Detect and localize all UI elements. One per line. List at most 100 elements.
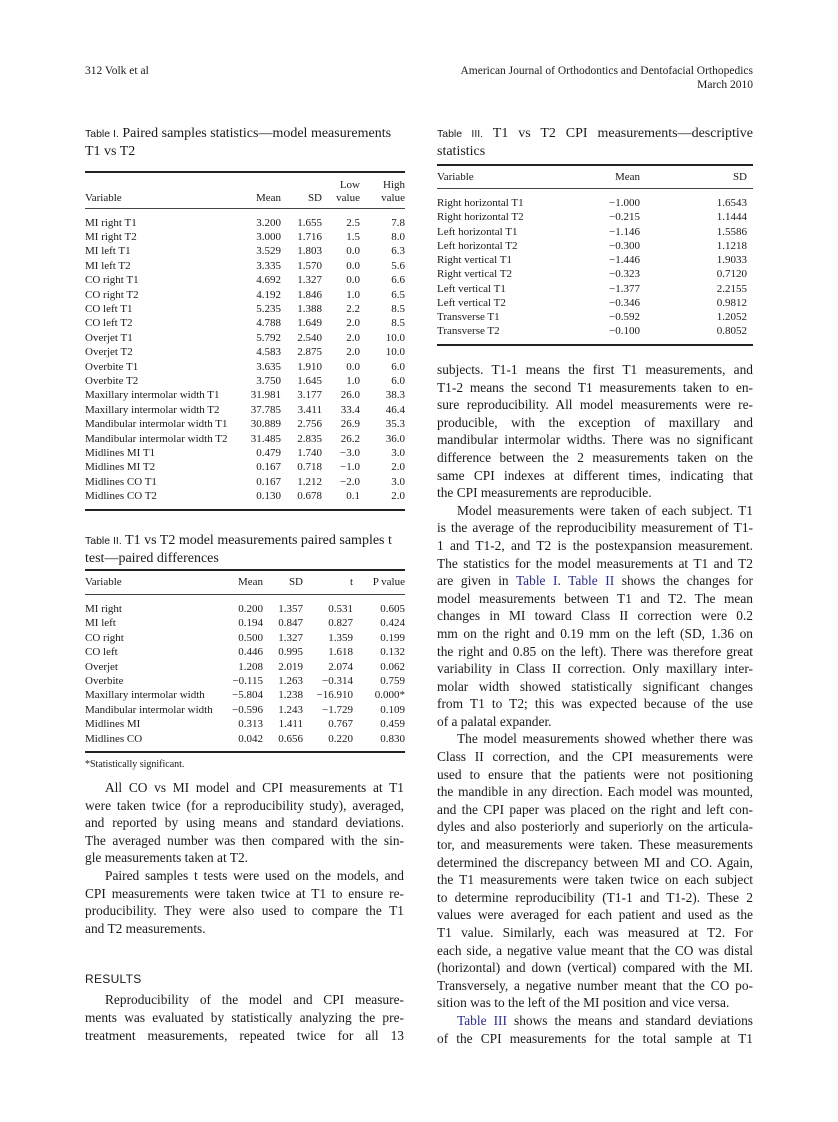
link-table-2[interactable]: Table II [568,573,615,589]
table-1-grid: Variable Mean SD Low value High value MI… [85,171,405,512]
cell-value: 0.830 [380,732,405,745]
cell-value: 46.4 [385,403,405,416]
table-row: CO right 0.500 1.327 1.359 0.199 [85,631,405,645]
cell-value: 6.0 [391,360,405,373]
cell-variable: Maxillary intermolar width T2 [85,403,220,416]
cell-value: 1.910 [297,360,322,373]
table-title: Paired samples statistics—model measurem… [122,126,392,141]
table-row: Midlines MI T2 0.167 0.718 −1.0 2.0 [85,460,405,474]
text-line: difference between the 2 measurements ta… [437,449,753,465]
text-line: mm on the right and 0.19 mm on the left … [437,625,753,641]
cell-value: 2.835 [297,432,322,445]
text-line: T1 value. Similarly, each was measured a… [437,925,753,940]
cell-value: −0.300 [609,239,640,252]
text-line: Class II correction, and the CPI measure… [437,749,753,765]
cell-value: 2.756 [297,418,322,431]
cell-value: 6.3 [391,245,405,258]
table-row: Left vertical T2 −0.346 0.9812 [437,296,753,310]
table-row: Maxillary intermolar width T2 37.785 3.411… [85,403,405,417]
cell-value: −0.100 [609,325,640,338]
cell-value: 0.130 [256,490,281,503]
text-line: same CPI indexes at different times, ind… [437,467,753,483]
cell-value: 2.540 [297,331,322,344]
paragraph: The model measurements showed whether th… [437,730,753,1012]
text-line-with-link: Table III shows the means and standard d… [437,1012,753,1030]
table-row: Overbite −0.115 1.263 −0.314 0.759 [85,674,405,688]
table-2-grid: Variable Mean SD t P value MI right 0.200… [85,569,405,755]
cell-value: 6.0 [391,374,405,387]
table-row: Mandibular intermolar width T1 30.889 2.75… [85,417,405,431]
cell-value: 38.3 [385,389,405,402]
text-line: changes in MI toward Class II correction… [437,608,753,624]
text-line: Transversely, a negative number meant th… [437,977,753,993]
cell-value: 31.981 [250,389,281,402]
cell-variable: MI right T2 [85,230,137,243]
table-title: T1 vs T2 model measurements paired sampl… [125,533,392,548]
table-row: Overjet T1 5.792 2.540 2.0 10.0 [85,331,405,345]
text-line: determined the discrepancy between MI an… [437,854,753,870]
cell-value: 0.847 [278,617,303,630]
cell-value: 0.0 [346,259,360,272]
page-number-author: 312 Volk et al [85,65,149,77]
cell-variable: CO right [85,631,124,644]
cell-value: −1.377 [609,282,640,295]
table-row: Midlines CO 0.042 0.656 0.220 0.830 [85,732,405,752]
col-header-variable: Variable [85,576,122,588]
cell-value: 1.5586 [716,225,747,238]
cell-value: 3.200 [256,216,281,229]
cell-value: 1.2052 [716,311,747,323]
cell-value: 31.485 [250,432,281,445]
cell-value: 0.500 [238,631,263,644]
cell-value: 1.0 [346,288,360,301]
cell-variable: Overjet [85,660,118,673]
col-header-mean: Mean [614,171,640,183]
cell-variable: Right horizontal T2 [437,211,524,224]
left-column-text: All CO vs MI model and CPI measurements … [85,779,404,1044]
cell-value: −3.0 [340,447,360,459]
cell-value: 2.0 [391,490,405,503]
text-line: the mandible in any direction. Each mode… [437,784,753,800]
table-row: CO left T1 5.235 1.388 2.2 8.5 [85,302,405,316]
text-line: variability in Class II correction. Only… [437,661,753,677]
cell-value: 0.167 [256,461,281,474]
text-line: treatment measurements, repeated twice f… [85,1027,404,1043]
cell-value: 2.0 [346,317,360,330]
cell-value: 0.200 [238,603,263,615]
cell-value: 1.327 [297,274,322,287]
cell-value: 26.9 [340,418,360,431]
cell-value: 1.388 [297,302,322,315]
cell-value: 8.0 [391,230,405,243]
text-line: 1 and T1-2, and T2 is the postexpansion … [437,537,753,553]
cell-value: 1.1444 [716,211,747,224]
table-row: Mandibular intermolar width T2 31.485 2.83… [85,432,405,446]
text-line: tor, and measurements were taken. These … [437,837,753,853]
text-line: CPI measurements were taken twice at T1 … [85,885,404,901]
journal-name: American Journal of Orthodontics and Den… [460,65,753,77]
paragraph: Paired samples t tests were used on the … [85,867,404,937]
table-title-cont: statistics [437,144,486,159]
text-line: and reported by using means and standard… [85,815,404,831]
table-2: Table II. T1 vs T2 model measurements pa… [85,532,405,770]
link-table-3[interactable]: Table III [457,1012,507,1028]
cell-value: 0.000* [374,689,405,702]
table-row: MI left 0.194 0.847 0.827 0.424 [85,616,405,630]
table-row: Left horizontal T1 −1.146 1.5586 [437,225,753,239]
cell-variable: Overbite [85,675,124,688]
cell-variable: Overjet T2 [85,346,133,359]
link-table-1[interactable]: Table I [515,573,558,589]
cell-value: 0.446 [238,646,263,659]
cell-value: 1.359 [328,631,353,644]
text-line: The statistics for the model measurement… [437,555,753,571]
table-row: Overjet T2 4.583 2.875 2.0 10.0 [85,345,405,359]
cell-value: 2.0 [346,346,360,359]
text-line: gle measurements taken at T2. [85,850,248,866]
col-header-p-value: P value [372,576,405,588]
cell-value: 1.1218 [716,239,747,252]
cell-value: −0.215 [609,211,640,224]
cell-value: 0.8052 [716,325,747,338]
cell-variable: MI left T2 [85,259,131,272]
table-bottom-rule [85,751,405,755]
cell-value: 3.0 [391,447,405,459]
cell-value: 3.411 [297,403,322,416]
cell-value: 1.803 [297,245,322,258]
